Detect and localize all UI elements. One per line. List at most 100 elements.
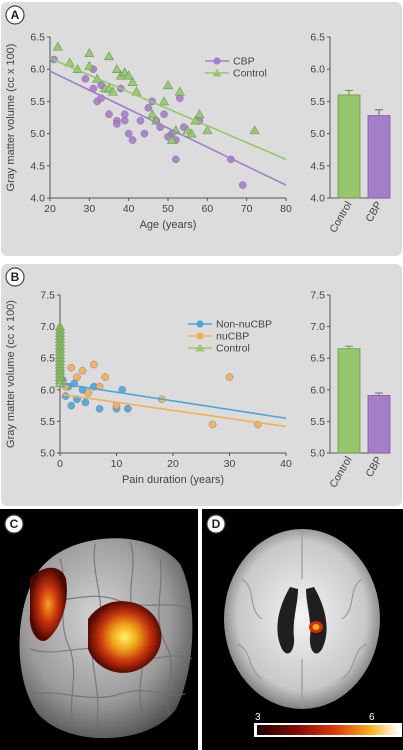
data-point (84, 60, 95, 70)
fit-line (49, 57, 287, 161)
axial-slice-image: D 3 6 (206, 514, 402, 737)
data-point (90, 360, 98, 369)
panel-a-letter: A (11, 8, 20, 22)
y-tick-label: 4.0 (310, 193, 325, 205)
data-point (208, 420, 217, 429)
y-tick-label: 7.0 (310, 321, 325, 333)
panel-a: A 4.0 4.5 5.0 5.5 6.0 6.5 20 30 40 50 60 70 80 Age (y… (0, 0, 403, 258)
data-point (172, 155, 180, 164)
x-tick-label: 80 (280, 203, 292, 215)
data-point (160, 110, 168, 119)
legend-label: nuCBP (216, 331, 249, 343)
x-tick-label: 40 (123, 203, 135, 215)
panel-b-letter: B (11, 270, 20, 284)
data-point (113, 120, 121, 128)
data-point (147, 109, 158, 119)
data-point (67, 363, 76, 372)
colorbar-min-label: 3 (255, 712, 261, 723)
data-point (101, 373, 109, 381)
legend-marker (196, 320, 204, 328)
data-point (166, 134, 177, 144)
legend-label: Control (216, 343, 250, 355)
fit-line (59, 393, 287, 428)
data-point (238, 181, 247, 189)
data-point (84, 389, 93, 397)
y-tick-label: 4.5 (310, 160, 325, 172)
data-point (81, 398, 90, 407)
data-point (124, 404, 132, 413)
data-point (144, 104, 153, 112)
y-tick-label: 5.5 (30, 96, 45, 108)
y-tick-label: 6.0 (310, 384, 325, 396)
y-tick-label: 7.0 (40, 321, 55, 333)
x-tick-label: 30 (224, 458, 236, 470)
activation-region-right (88, 601, 162, 673)
data-point (107, 86, 118, 96)
data-point (186, 128, 197, 138)
x-tick-label: 40 (280, 458, 292, 470)
x-axis-label: Age (years) (140, 219, 197, 231)
x-axis-label: Pain duration (years) (122, 474, 224, 486)
data-point (127, 76, 138, 86)
bar (337, 348, 361, 454)
x-tick-label: 0 (57, 458, 63, 470)
panel-c-letter: C (10, 517, 19, 531)
y-tick-label: 5.5 (40, 416, 55, 428)
data-point (123, 70, 134, 80)
data-point (111, 64, 122, 73)
y-tick-label: 6.0 (30, 64, 45, 76)
y-tick-label: 6.0 (310, 64, 325, 76)
panel-b-svg: B 5.0 5.5 6.0 6.5 7.0 7.5 0 10 20 30 40 Pain durati… (1, 264, 402, 506)
y-tick-label: 5.5 (310, 96, 325, 108)
data-point (159, 96, 170, 106)
data-point (174, 86, 185, 96)
colorbar-max-label: 6 (369, 712, 375, 723)
data-point (95, 404, 104, 413)
data-point (81, 75, 90, 83)
data-point (105, 110, 113, 119)
bar (337, 94, 361, 199)
y-tick-label: 5.0 (40, 448, 55, 460)
x-tick-label: 70 (241, 203, 253, 215)
data-point (136, 116, 145, 125)
data-point (120, 116, 129, 125)
data-point (194, 109, 205, 119)
legend-label: Non-nuCBP (216, 319, 272, 331)
data-point (162, 80, 174, 90)
data-point (249, 125, 260, 135)
y-tick-label: 6.0 (40, 384, 55, 396)
panel-c-badge (4, 514, 24, 534)
y-tick-label: 7.5 (310, 290, 325, 302)
panel-b-badge (5, 267, 25, 287)
x-tick-label: 10 (111, 458, 123, 470)
panel-b-scatter-chart: 5.0 5.5 6.0 6.5 7.0 7.5 0 10 20 30 40 Pain duration… (5, 290, 292, 487)
panel-c: C (0, 509, 198, 750)
panel-d: D 3 6 (202, 509, 403, 750)
legend-marker (196, 332, 204, 340)
y-tick-label: 5.0 (30, 128, 45, 140)
fit-line (59, 382, 287, 420)
y-axis-label: Gray matter volume (cc x 100) (5, 300, 17, 448)
brain-surface-image: C (4, 514, 193, 739)
fit-line (49, 70, 287, 186)
y-tick-label: 6.5 (310, 32, 325, 44)
data-point (175, 94, 184, 102)
data-point (128, 136, 137, 144)
data-point (52, 41, 63, 51)
data-point (84, 47, 95, 57)
y-tick-label: 4.5 (30, 160, 45, 172)
y-tick-label: 4.0 (30, 193, 45, 205)
panel-a-badge (5, 5, 25, 25)
data-point (54, 378, 66, 388)
legend-label: CBP (233, 56, 255, 68)
panel-b-background (1, 264, 402, 506)
panel-a-scatter-chart: 4.0 4.5 5.0 5.5 6.0 6.5 20 30 40 50 60 70 80 Age (yea… (5, 32, 292, 232)
data-point (67, 401, 76, 410)
y-tick-label: 6.5 (40, 353, 55, 365)
bar (367, 395, 391, 454)
legend-marker (213, 57, 221, 65)
data-point (120, 110, 129, 119)
colorbar-gradient (257, 725, 399, 735)
x-tick-label: 30 (83, 203, 95, 215)
